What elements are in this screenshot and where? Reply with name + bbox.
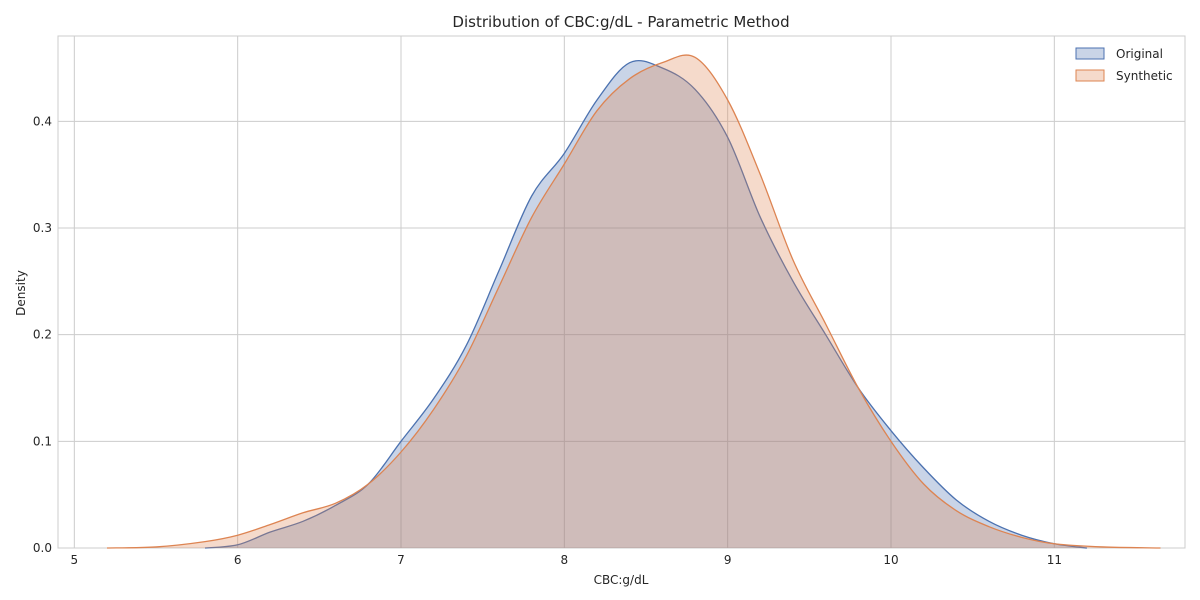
- y-tick-label: 0.3: [33, 221, 52, 235]
- x-axis-label: CBC:g/dL: [594, 573, 649, 587]
- gridlines: [58, 36, 1185, 549]
- x-tick-label: 5: [71, 553, 79, 567]
- y-tick-label: 0.2: [33, 328, 52, 342]
- y-tick-label: 0.0: [33, 541, 52, 555]
- y-tick-label: 0.1: [33, 434, 52, 448]
- x-tick-label: 8: [561, 553, 569, 567]
- y-axis-ticks: 0.0 0.1 0.2 0.3 0.4: [33, 114, 52, 555]
- original-legend-swatch: [1075, 47, 1105, 60]
- y-axis-label: Density: [14, 270, 28, 316]
- chart-title: Distribution of CBC:g/dL - Parametric Me…: [452, 13, 789, 31]
- density-areas: [106, 54, 1161, 549]
- original-density-line: [204, 59, 1088, 549]
- y-tick-label: 0.4: [33, 114, 52, 128]
- x-tick-label: 6: [234, 553, 242, 567]
- synthetic-legend-label: Synthetic: [1116, 69, 1173, 83]
- legend: Original Synthetic: [1075, 47, 1173, 83]
- synthetic-legend-swatch: [1075, 69, 1105, 82]
- x-tick-label: 11: [1047, 553, 1062, 567]
- synthetic-density-fill: [107, 55, 1161, 549]
- x-tick-label: 10: [883, 553, 898, 567]
- original-legend-label: Original: [1116, 47, 1163, 61]
- x-tick-label: 7: [397, 553, 405, 567]
- original-density-fill: [205, 60, 1087, 549]
- x-tick-label: 9: [724, 553, 732, 567]
- synthetic-density-line: [106, 54, 1161, 549]
- x-axis-ticks: 5 6 7 8 9 10 11: [71, 553, 1062, 567]
